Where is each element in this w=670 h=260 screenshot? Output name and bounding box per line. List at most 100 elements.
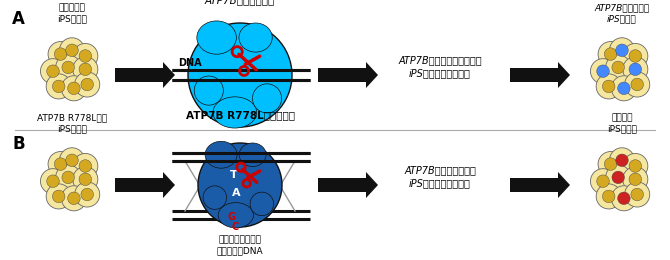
Circle shape [598, 42, 623, 67]
Circle shape [624, 72, 650, 97]
Polygon shape [163, 62, 175, 88]
Text: 健常者由来
iPS細胞株: 健常者由来 iPS細胞株 [57, 3, 87, 23]
Circle shape [62, 61, 74, 74]
Circle shape [612, 171, 624, 184]
Bar [318, 178, 366, 192]
Circle shape [622, 153, 648, 179]
Circle shape [79, 160, 92, 172]
Text: ATP7B遠伝子変異
iPS細胞株: ATP7B遠伝子変異 iPS細胞株 [594, 3, 649, 23]
Circle shape [48, 42, 73, 67]
Ellipse shape [253, 84, 281, 113]
Circle shape [610, 38, 634, 63]
Circle shape [60, 38, 84, 63]
Circle shape [68, 82, 80, 95]
Bar [115, 68, 163, 82]
Polygon shape [366, 62, 378, 88]
Circle shape [81, 188, 94, 201]
Circle shape [622, 57, 648, 82]
Ellipse shape [205, 141, 237, 168]
Circle shape [62, 171, 74, 184]
Circle shape [46, 74, 71, 99]
Text: ATP7B遠伝子を変異させた
iPS細胞を単離・培養: ATP7B遠伝子を変異させた iPS細胞を単離・培養 [398, 55, 482, 79]
Text: A: A [12, 10, 25, 28]
Circle shape [598, 152, 623, 177]
Circle shape [606, 165, 630, 190]
Ellipse shape [198, 143, 282, 227]
Circle shape [54, 158, 67, 170]
Circle shape [590, 169, 616, 194]
Circle shape [74, 72, 100, 97]
Bar [318, 68, 366, 82]
Bar [510, 68, 558, 82]
Circle shape [48, 152, 73, 177]
Circle shape [596, 184, 621, 209]
Polygon shape [163, 172, 175, 198]
Circle shape [616, 44, 628, 57]
Circle shape [62, 186, 86, 211]
Ellipse shape [239, 143, 266, 166]
Ellipse shape [188, 23, 292, 127]
Circle shape [602, 80, 615, 93]
Circle shape [40, 59, 66, 84]
Text: 変異修正のための
镃型となるDNA: 変異修正のための 镃型となるDNA [216, 235, 263, 255]
Ellipse shape [213, 97, 257, 128]
Ellipse shape [239, 23, 272, 52]
Circle shape [56, 55, 81, 80]
Circle shape [604, 48, 617, 60]
Text: 変異修正
iPS細胞株: 変異修正 iPS細胞株 [607, 113, 637, 133]
Circle shape [62, 76, 86, 101]
Circle shape [596, 74, 621, 99]
Circle shape [618, 82, 630, 95]
Ellipse shape [218, 203, 253, 228]
Circle shape [610, 148, 634, 173]
Text: G: G [228, 212, 236, 222]
Circle shape [66, 154, 78, 167]
Text: ATP7B変異を修正した
iPS細胞を単離・培養: ATP7B変異を修正した iPS細胞を単離・培養 [404, 165, 476, 188]
Circle shape [73, 167, 98, 192]
Bar [115, 178, 163, 192]
Circle shape [73, 153, 98, 179]
Circle shape [629, 50, 642, 62]
Circle shape [629, 63, 642, 76]
Circle shape [52, 80, 65, 93]
Circle shape [74, 182, 100, 207]
Circle shape [52, 190, 65, 203]
Circle shape [46, 184, 71, 209]
Circle shape [618, 192, 630, 205]
Circle shape [624, 182, 650, 207]
Circle shape [597, 175, 609, 187]
Circle shape [612, 61, 624, 74]
Circle shape [47, 175, 59, 187]
Circle shape [616, 154, 628, 167]
Text: ATP7B遠伝子の破壊: ATP7B遠伝子の破壊 [205, 0, 275, 5]
Circle shape [597, 65, 609, 77]
Text: B: B [12, 135, 25, 153]
Circle shape [604, 158, 617, 170]
Circle shape [631, 78, 643, 91]
Circle shape [631, 188, 643, 201]
Circle shape [622, 167, 648, 192]
Circle shape [606, 55, 630, 80]
Text: T: T [230, 170, 238, 180]
Circle shape [47, 65, 59, 77]
Circle shape [629, 173, 642, 186]
Circle shape [60, 148, 84, 173]
Circle shape [79, 63, 92, 76]
Circle shape [611, 186, 636, 211]
Circle shape [40, 169, 66, 194]
Circle shape [622, 43, 648, 69]
Text: ATP7B R778L変異
iPS細胞株: ATP7B R778L変異 iPS細胞株 [37, 113, 107, 133]
Text: ATP7B R778L変異の修正: ATP7B R778L変異の修正 [186, 110, 295, 120]
Circle shape [629, 160, 642, 172]
Circle shape [590, 59, 616, 84]
Polygon shape [558, 62, 570, 88]
Circle shape [602, 190, 615, 203]
Text: A: A [232, 188, 241, 198]
Circle shape [611, 76, 636, 101]
Polygon shape [558, 172, 570, 198]
Circle shape [79, 50, 92, 62]
Polygon shape [366, 172, 378, 198]
Text: C: C [231, 222, 239, 232]
Circle shape [68, 192, 80, 205]
Circle shape [54, 48, 67, 60]
